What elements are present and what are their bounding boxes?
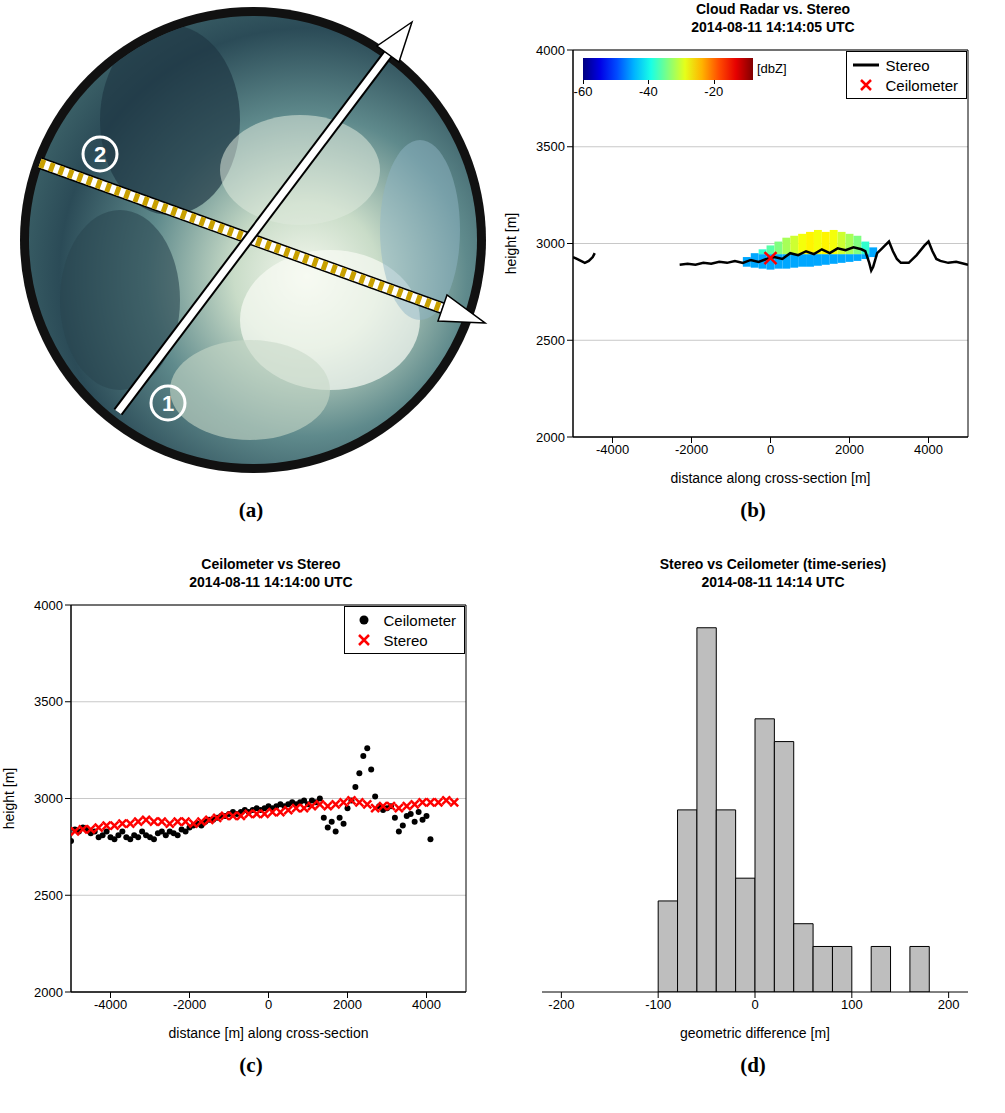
svg-text:2500: 2500 [536,333,565,348]
html-text:Ceilometer: Ceilometer [383,611,456,629]
svg-text:3000: 3000 [34,791,63,806]
html-text:Stereo: Stereo [885,56,930,74]
svg-text:0: 0 [767,442,774,457]
svg-text:4000: 4000 [914,442,943,457]
svg-text:-100: -100 [645,997,671,1012]
svg-text:2000: 2000 [333,997,362,1012]
svg-text:-2000: -2000 [675,442,708,457]
html-text:(d): (d) [740,1053,766,1077]
html-text:2014-08-11 14:14 UTC: 2014-08-11 14:14 UTC [701,574,845,590]
svg-text:2: 2 [94,142,106,167]
html-text:(b): (b) [740,498,766,522]
html-text:Ceilometer: Ceilometer [885,76,958,94]
svg-text:100: 100 [841,997,863,1012]
html-text:(c): (c) [239,1053,263,1077]
svg-text:-2000: -2000 [173,997,206,1012]
svg-text:200: 200 [938,997,960,1012]
html-text:2014-08-11 14:14:00 UTC: 2014-08-11 14:14:00 UTC [189,574,353,590]
svg-text:-4000: -4000 [596,442,629,457]
html-text:Stereo vs Ceilometer (time-ser: Stereo vs Ceilometer (time-series) [659,556,887,572]
svg-text:distance along cross-section [: distance along cross-section [m] [671,470,871,486]
svg-text:-200: -200 [548,997,574,1012]
html-text:Stereo: Stereo [383,631,428,649]
html-text:Cloud Radar vs. Stereo: Cloud Radar vs. Stereo [696,1,850,17]
svg-text:distance [m] along cross-secti: distance [m] along cross-section [169,1025,369,1041]
svg-text:2000: 2000 [835,442,864,457]
svg-text:3500: 3500 [536,139,565,154]
svg-text:4000: 4000 [412,997,441,1012]
html-text:(a): (a) [238,498,264,522]
svg-text:4000: 4000 [536,43,565,58]
html-text:-20: -20 [704,84,724,99]
svg-text:2500: 2500 [34,888,63,903]
svg-text:-4000: -4000 [94,997,127,1012]
svg-text:3000: 3000 [536,236,565,251]
svg-text:2000: 2000 [536,430,565,445]
html-text:[dbZ]: [dbZ] [757,61,787,76]
svg-text:2000: 2000 [34,985,63,1000]
svg-text:height [m]: height [m] [1,768,17,829]
svg-text:4000: 4000 [34,598,63,613]
svg-text:1: 1 [162,391,174,416]
svg-text:0: 0 [751,997,758,1012]
svg-text:height [m]: height [m] [503,213,519,274]
svg-text:geometric difference [m]: geometric difference [m] [680,1025,830,1041]
html-text:-40: -40 [639,84,658,99]
html-text:Ceilometer vs Stereo: Ceilometer vs Stereo [201,556,341,572]
html-text:-60: -60 [573,84,593,99]
svg-text:0: 0 [265,997,272,1012]
svg-text:3500: 3500 [34,694,63,709]
html-text:2014-08-11 14:14:05 UTC: 2014-08-11 14:14:05 UTC [691,19,855,35]
